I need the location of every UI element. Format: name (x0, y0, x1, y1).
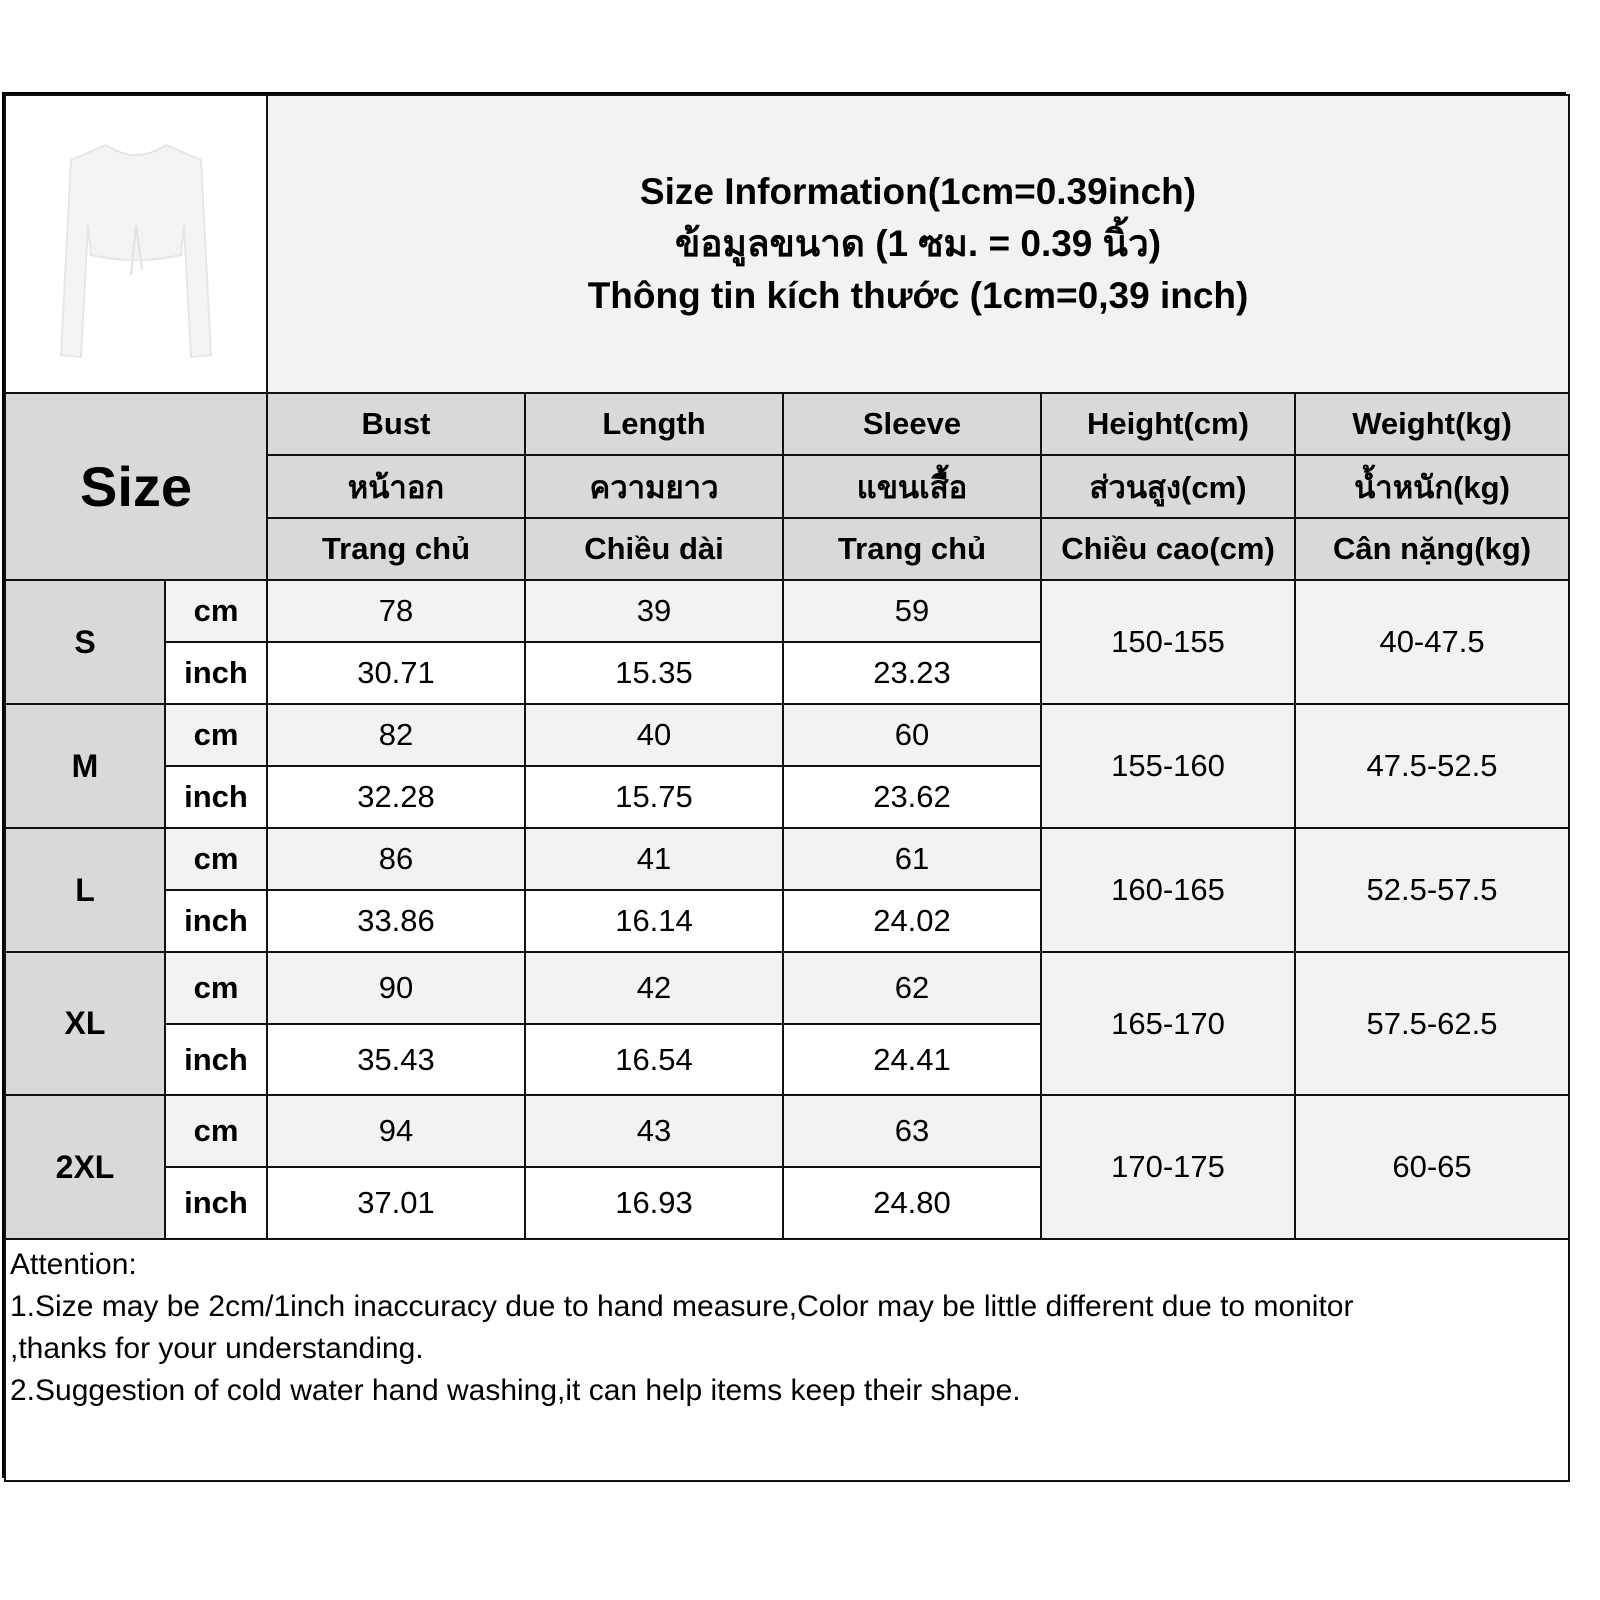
height-range: 170-175 (1040, 1094, 1296, 1240)
size-header: Size (4, 392, 268, 581)
column-header-en: Weight(kg) (1293, 392, 1571, 456)
title-vi: Thông tin kích thước (1cm=0,39 inch) (587, 275, 1249, 316)
table-row: inch 35.43 16.54 24.41 (5, 1023, 1569, 1096)
measurement-cell: 33.86 (266, 889, 526, 953)
column-header-th: น้ำหนัก(kg) (1293, 454, 1571, 519)
measurement-cell: 63 (782, 1094, 1042, 1168)
measurement-cell: 40 (524, 703, 784, 767)
unit-label: cm (164, 579, 268, 643)
attention-line: 2.Suggestion of cold water hand washing,… (10, 1374, 1021, 1407)
weight-range: 60-65 (1293, 1094, 1571, 1240)
unit-label: inch (164, 889, 268, 953)
measurement-cell: 41 (524, 827, 784, 891)
measurement-cell: 43 (524, 1094, 784, 1168)
height-range: 165-170 (1040, 951, 1296, 1096)
measurement-cell: 24.80 (782, 1166, 1042, 1240)
size-label: 2XL (4, 1094, 166, 1240)
column-header-vi: Trang chủ (782, 517, 1042, 581)
unit-label: inch (164, 1166, 268, 1240)
measurement-cell: 42 (524, 951, 784, 1025)
table-row: inch 37.01 16.93 24.80 (5, 1166, 1569, 1240)
column-header-vi: Cân nặng(kg) (1293, 517, 1571, 581)
measurement-cell: 82 (266, 703, 526, 767)
attention-line: ,thanks for your understanding. (10, 1332, 424, 1365)
size-label: XL (4, 951, 166, 1096)
measurement-cell: 16.14 (524, 889, 784, 953)
unit-label: inch (164, 765, 268, 829)
measurement-cell: 62 (782, 951, 1042, 1025)
title-en: Size Information(1cm=0.39inch) (639, 171, 1197, 212)
measurement-cell: 90 (266, 951, 526, 1025)
weight-range: 57.5-62.5 (1293, 951, 1571, 1096)
title-th: ข้อมูลขนาด (1 ซม. = 0.39 นิ้ว) (674, 223, 1162, 264)
measurement-cell: 35.43 (266, 1023, 526, 1096)
table-row: 2XL cm 94 43 63 170-175 60-65 (4, 1094, 1571, 1240)
column-header-th: แขนเสื้อ (782, 454, 1042, 519)
product-image (4, 94, 268, 394)
column-header-th: ความยาว (524, 454, 784, 519)
weight-range: 47.5-52.5 (1293, 703, 1571, 829)
measurement-cell: 15.35 (524, 641, 784, 705)
height-range: 160-165 (1040, 827, 1296, 953)
table-row: inch 33.86 16.14 24.02 (5, 889, 1569, 953)
table-row: inch 32.28 15.75 23.62 (5, 765, 1569, 829)
measurement-cell: 39 (524, 579, 784, 643)
attention-notes: Attention: 1.Size may be 2cm/1inch inaccu… (3, 1238, 1571, 1482)
unit-label: cm (164, 827, 268, 891)
column-header-th: ส่วนสูง(cm) (1040, 454, 1296, 519)
measurement-cell: 15.75 (524, 765, 784, 829)
measurement-cell: 61 (782, 827, 1042, 891)
measurement-cell: 59 (782, 579, 1042, 643)
attention-line: 1.Size may be 2cm/1inch inaccuracy due t… (10, 1290, 1354, 1323)
measurement-cell: 24.02 (782, 889, 1042, 953)
measurement-cell: 30.71 (266, 641, 526, 705)
unit-label: inch (164, 641, 268, 705)
table-row: XL cm 90 42 62 165-170 57.5-62.5 (4, 951, 1571, 1096)
height-range: 150-155 (1040, 579, 1296, 705)
unit-label: inch (164, 1023, 268, 1096)
measurement-cell: 94 (266, 1094, 526, 1168)
unit-label: cm (164, 951, 268, 1025)
column-header-en: Length (524, 392, 784, 456)
measurement-cell: 60 (782, 703, 1042, 767)
column-header-en: Height(cm) (1040, 392, 1296, 456)
unit-label: cm (164, 703, 268, 767)
measurement-cell: 24.41 (782, 1023, 1042, 1096)
measurement-cell: 37.01 (266, 1166, 526, 1240)
table-row: inch 30.71 15.35 23.23 (5, 641, 1569, 705)
measurement-cell: 78 (266, 579, 526, 643)
weight-range: 40-47.5 (1293, 579, 1571, 705)
column-header-vi: Chiều dài (524, 517, 784, 581)
height-range: 155-160 (1040, 703, 1296, 829)
measurement-cell: 16.54 (524, 1023, 784, 1096)
unit-label: cm (164, 1094, 268, 1168)
measurement-cell: 23.62 (782, 765, 1042, 829)
cropped-cardigan-image (36, 105, 236, 375)
attention-line: Attention: (10, 1248, 137, 1281)
column-header-vi: Trang chủ (266, 517, 526, 581)
column-header-en: Bust (266, 392, 526, 456)
size-label: S (4, 579, 166, 705)
weight-range: 52.5-57.5 (1293, 827, 1571, 953)
column-header-en: Sleeve (782, 392, 1042, 456)
measurement-cell: 32.28 (266, 765, 526, 829)
measurement-cell: 16.93 (524, 1166, 784, 1240)
size-chart: Size Information(1cm=0.39inch) ข้อมูลขนา… (2, 92, 1571, 1482)
size-label: M (4, 703, 166, 829)
column-header-th: หน้าอก (266, 454, 526, 519)
measurement-cell: 86 (266, 827, 526, 891)
size-table: Size Information(1cm=0.39inch) ข้อมูลขนา… (3, 94, 1571, 1482)
measurement-cell: 23.23 (782, 641, 1042, 705)
title-block: Size Information(1cm=0.39inch) ข้อมูลขนา… (265, 94, 1571, 394)
size-label: L (4, 827, 166, 953)
column-header-vi: Chiều cao(cm) (1040, 517, 1296, 581)
